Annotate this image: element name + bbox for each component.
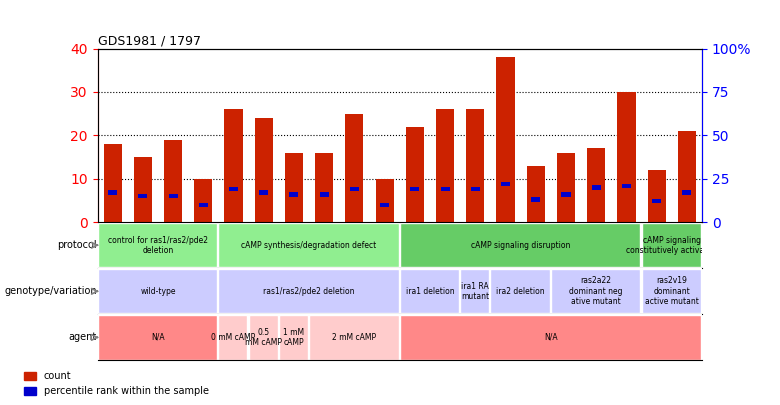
FancyBboxPatch shape [399, 269, 459, 313]
Bar [410, 187, 420, 191]
Bar [104, 144, 122, 222]
Bar [622, 183, 631, 188]
Bar [501, 182, 510, 186]
Text: N/A: N/A [544, 333, 558, 342]
Bar [441, 187, 449, 191]
FancyBboxPatch shape [491, 269, 550, 313]
Bar [497, 57, 515, 222]
FancyBboxPatch shape [98, 269, 217, 313]
Text: 0 mM cAMP: 0 mM cAMP [211, 333, 256, 342]
FancyBboxPatch shape [641, 269, 700, 313]
Bar [164, 140, 182, 222]
Text: wild-type: wild-type [140, 287, 176, 296]
Text: ras1/ras2/pde2 deletion: ras1/ras2/pde2 deletion [264, 287, 355, 296]
Bar [289, 192, 299, 196]
Bar [587, 148, 605, 222]
Bar [406, 127, 424, 222]
Bar [199, 202, 207, 207]
Bar [466, 109, 484, 222]
Bar [618, 92, 636, 222]
Text: protocol: protocol [57, 240, 97, 250]
Bar [315, 153, 333, 222]
Text: N/A: N/A [151, 333, 165, 342]
Text: ras2a22
dominant neg
ative mutant: ras2a22 dominant neg ative mutant [569, 276, 623, 306]
Bar [134, 157, 152, 222]
Bar [138, 194, 147, 198]
Bar [526, 166, 544, 222]
FancyBboxPatch shape [399, 223, 640, 267]
Bar [229, 187, 238, 191]
Bar [647, 170, 665, 222]
Bar [346, 114, 363, 222]
Legend: count, percentile rank within the sample: count, percentile rank within the sample [20, 367, 213, 400]
FancyBboxPatch shape [249, 315, 278, 360]
Bar [254, 118, 273, 222]
Bar [259, 190, 268, 195]
Bar [678, 131, 696, 222]
FancyBboxPatch shape [279, 315, 308, 360]
Bar [682, 190, 691, 195]
Bar [225, 109, 243, 222]
Bar [436, 109, 454, 222]
Bar [557, 153, 575, 222]
FancyBboxPatch shape [218, 223, 399, 267]
Bar [531, 197, 541, 202]
FancyBboxPatch shape [309, 315, 399, 360]
FancyBboxPatch shape [218, 269, 399, 313]
Text: ira1 deletion: ira1 deletion [406, 287, 454, 296]
Text: genotype/variation: genotype/variation [4, 286, 97, 296]
Text: 0.5
mM cAMP: 0.5 mM cAMP [245, 328, 282, 347]
Text: ras2v19
dominant
active mutant: ras2v19 dominant active mutant [645, 276, 699, 306]
FancyBboxPatch shape [218, 315, 247, 360]
Bar [350, 187, 359, 191]
Bar [108, 190, 117, 195]
Text: cAMP signaling
constitutively activated: cAMP signaling constitutively activated [626, 235, 717, 255]
Bar [592, 185, 601, 190]
Bar [376, 179, 394, 222]
Text: cAMP signaling disruption: cAMP signaling disruption [471, 241, 570, 250]
Text: GDS1981 / 1797: GDS1981 / 1797 [98, 34, 200, 47]
Text: 2 mM cAMP: 2 mM cAMP [332, 333, 377, 342]
Text: control for ras1/ras2/pde2
deletion: control for ras1/ras2/pde2 deletion [108, 235, 208, 255]
Text: 1 mM
cAMP: 1 mM cAMP [283, 328, 304, 347]
Bar [652, 199, 661, 203]
Text: ira1 RA
mutant: ira1 RA mutant [461, 281, 489, 301]
Bar [562, 192, 570, 196]
FancyBboxPatch shape [98, 315, 217, 360]
FancyBboxPatch shape [460, 269, 489, 313]
FancyBboxPatch shape [98, 223, 217, 267]
FancyBboxPatch shape [399, 315, 700, 360]
Text: ira2 deletion: ira2 deletion [496, 287, 545, 296]
Bar [194, 179, 212, 222]
Bar [285, 153, 303, 222]
Bar [320, 192, 328, 196]
Bar [168, 194, 178, 198]
Bar [380, 202, 389, 207]
FancyBboxPatch shape [641, 223, 700, 267]
Bar [471, 187, 480, 191]
Text: cAMP synthesis/degradation defect: cAMP synthesis/degradation defect [242, 241, 377, 250]
FancyBboxPatch shape [551, 269, 640, 313]
Text: agent: agent [69, 333, 97, 342]
